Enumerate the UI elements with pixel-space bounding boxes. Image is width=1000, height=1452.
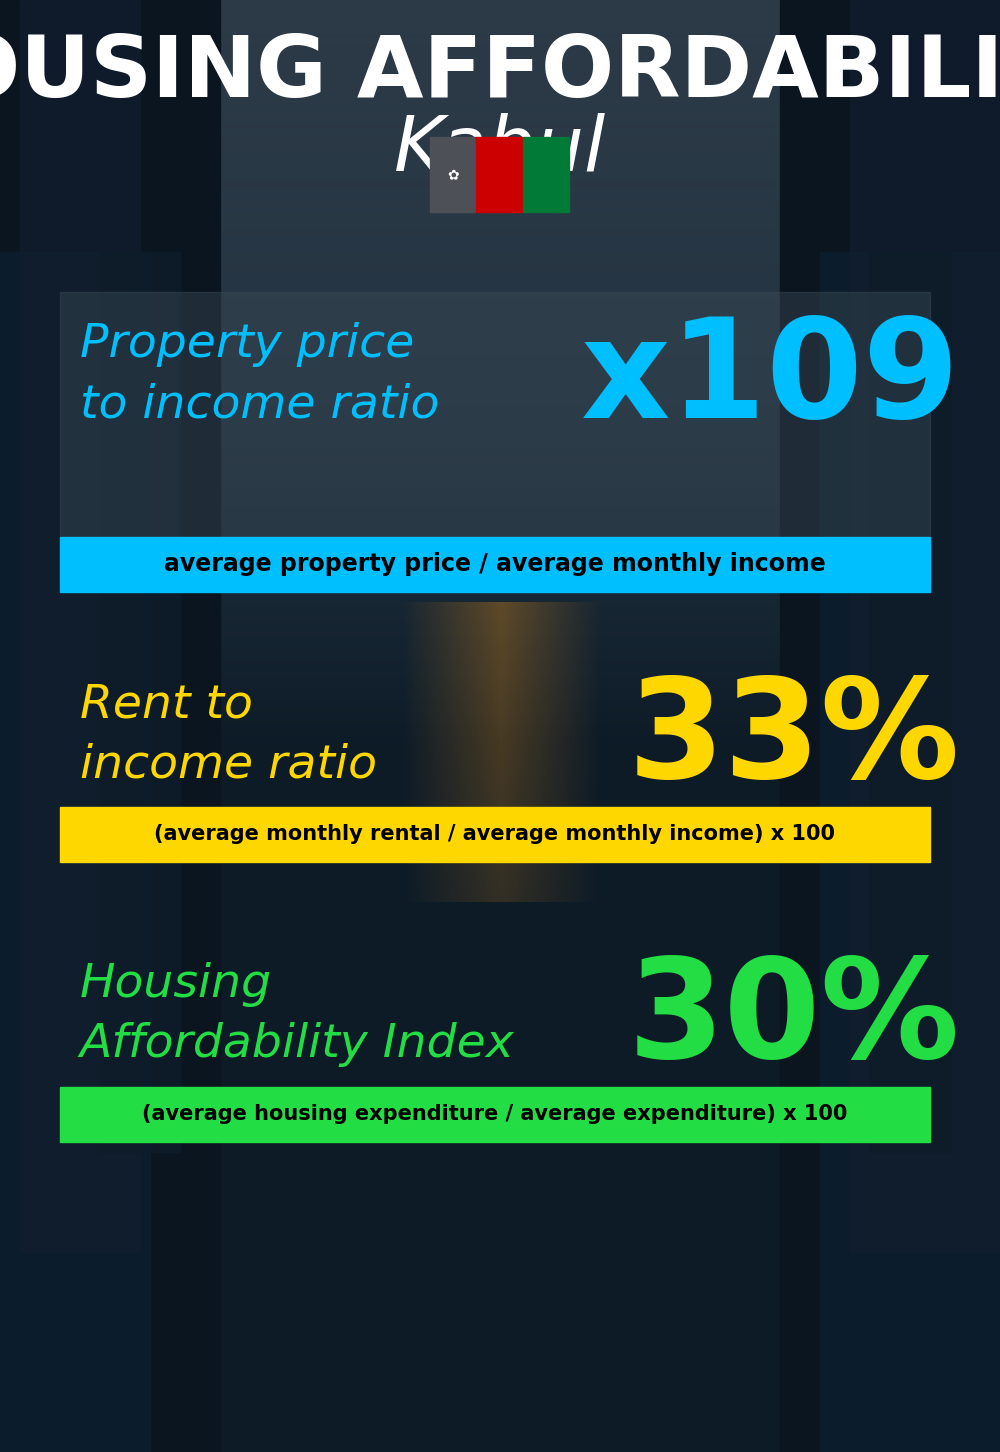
Bar [870,253,950,1151]
Bar [780,0,1000,1452]
Text: Affordability Index: Affordability Index [80,1022,515,1067]
Bar [60,292,930,582]
Text: ✿: ✿ [447,168,459,182]
Text: 30%: 30% [628,953,960,1088]
Text: 33%: 33% [628,672,960,807]
Text: income ratio: income ratio [80,742,377,787]
Text: (average monthly rental / average monthly income) x 100: (average monthly rental / average monthl… [154,825,836,845]
Text: Rent to: Rent to [80,682,253,727]
Bar [0,253,150,1452]
Bar [100,253,180,1151]
Text: Housing: Housing [80,963,272,1008]
Bar [0,0,220,1452]
Text: x109: x109 [581,312,960,447]
Text: Kabul: Kabul [394,112,606,186]
Bar [60,1088,930,1143]
Bar [850,0,1000,1252]
Bar [820,253,1000,1452]
Text: to income ratio: to income ratio [80,382,439,427]
Text: average property price / average monthly income: average property price / average monthly… [164,553,826,576]
Text: Property price: Property price [80,322,414,367]
Bar [523,136,569,212]
Text: (average housing expenditure / average expenditure) x 100: (average housing expenditure / average e… [142,1105,848,1124]
Bar [60,537,930,592]
Bar [430,136,476,212]
Bar [476,136,522,212]
Text: HOUSING AFFORDABILITY: HOUSING AFFORDABILITY [0,32,1000,115]
Bar [60,807,930,862]
Bar [20,0,140,1252]
